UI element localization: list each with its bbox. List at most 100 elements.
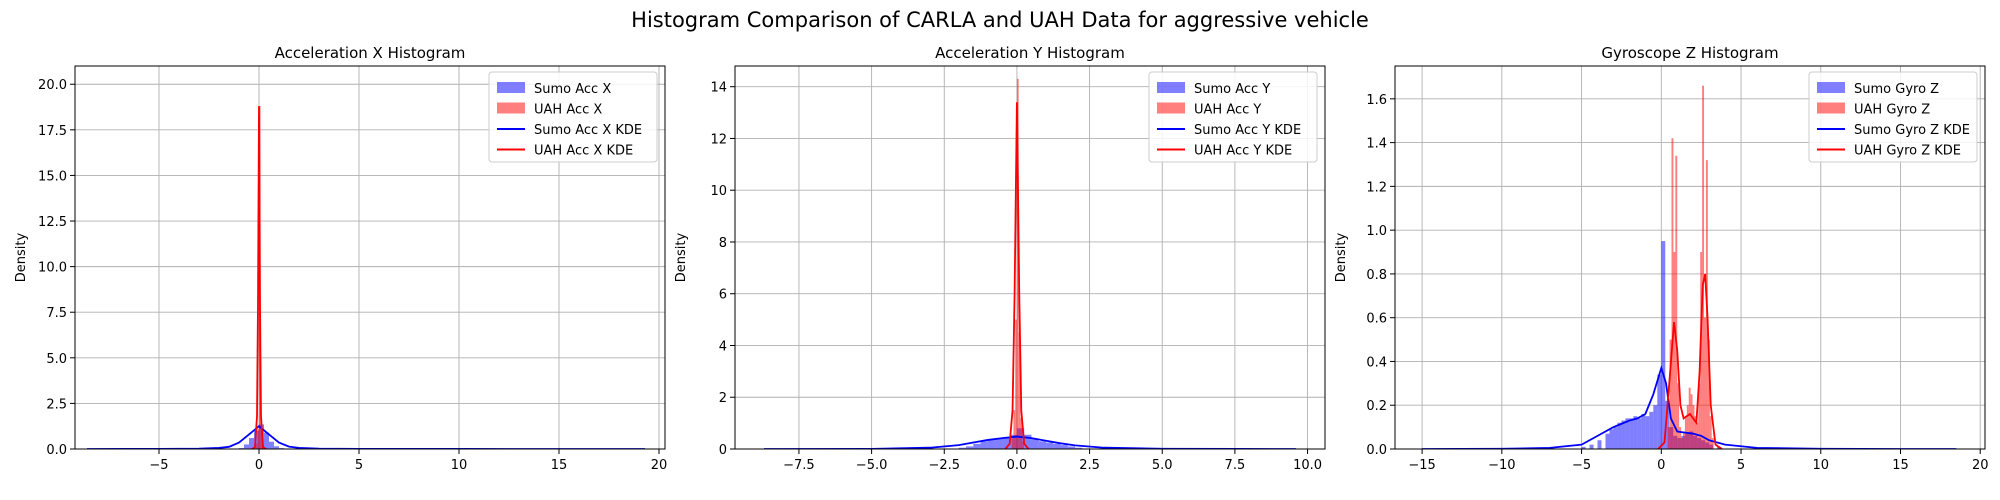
hist-bar	[1013, 410, 1016, 449]
legend-label: Sumo Acc Y	[1194, 82, 1270, 97]
hist-bar	[1011, 438, 1014, 449]
hist-bar	[260, 427, 263, 449]
y-tick-label: 1.6	[1366, 93, 1387, 108]
x-tick-label: 5	[1737, 458, 1745, 473]
y-tick-label: 5.0	[46, 352, 67, 367]
hist-bar	[1633, 416, 1638, 449]
hist-bar	[254, 430, 259, 449]
x-tick-label: 10	[451, 458, 468, 473]
y-tick-label: 0.0	[1366, 443, 1387, 458]
legend-label: UAH Acc Y	[1194, 103, 1261, 118]
x-tick-label: 15	[551, 458, 568, 473]
kde-line	[1004, 102, 1030, 449]
hist-bar	[1022, 441, 1024, 449]
charts-container: −5 0 5 10 15 200.02.55.07.510.012.515.017.520…	[14, 44, 1988, 473]
hist-bar	[1038, 441, 1046, 449]
x-tick-label: −10	[1488, 458, 1515, 473]
y-tick-label: 2	[719, 391, 727, 406]
chart-panel-3: −15 −10 −5 0 5 10 15 20 0.0 0.2 0.4 0.6 0.8 1.0 1.2 1.4…	[1334, 44, 1988, 473]
x-tick-label: 2.5	[1079, 458, 1100, 473]
x-tick-label: 5	[355, 458, 363, 473]
hist-series	[1581, 241, 1722, 449]
y-axis-label: Density	[14, 232, 29, 282]
hist-bar	[249, 438, 254, 449]
hist-bar	[1665, 400, 1670, 449]
hist-bar	[1669, 339, 1672, 449]
hist-bar	[1018, 332, 1021, 449]
hist-bar	[1016, 78, 1019, 449]
hist-bar	[1581, 446, 1586, 449]
hist-bar	[966, 446, 974, 449]
x-tick-label: −5	[1572, 458, 1591, 473]
legend-label: UAH Acc Y KDE	[1194, 144, 1292, 159]
x-tick-label: 0	[1657, 458, 1665, 473]
y-tick-label: 14	[710, 81, 727, 96]
axes-frame	[74, 65, 666, 450]
chart-panel-2: −7.5 −5.0 −2.5 0.0 2.5 5.0 7.5 10.0 0 2 4 6 8 10 12 14 A…	[674, 44, 1326, 473]
y-tick-label: 0.2	[1366, 399, 1387, 414]
hist-bar	[1625, 418, 1630, 449]
y-tick-label: 7.5	[46, 306, 67, 321]
hist-bar	[1675, 155, 1678, 449]
y-tick-label: 0.4	[1366, 355, 1387, 370]
y-tick-label: 12.5	[38, 215, 67, 230]
y-tick-label: 0	[719, 443, 727, 458]
hist-bar	[958, 447, 967, 449]
legend-label: Sumo Acc X	[534, 82, 611, 97]
kde-line	[1422, 364, 1957, 449]
legend: Sumo Gyro Z UAH Gyro Z Sumo Gyro Z KDE UAH …	[1808, 71, 1978, 163]
plot-area	[1422, 85, 1957, 449]
hist-bar	[1641, 413, 1646, 449]
x-tick-label: −15	[1408, 458, 1435, 473]
hist-bar	[274, 446, 279, 449]
legend: Sumo Acc X UAH Acc X Sumo Acc X KDE UAH Acc…	[488, 71, 658, 163]
hist-bar	[269, 441, 274, 449]
hist-series	[1667, 85, 1714, 449]
legend-patch	[1157, 82, 1185, 93]
legend-box	[488, 71, 658, 163]
hist-bar	[1015, 319, 1017, 449]
hist-bar	[1637, 418, 1642, 449]
hist-bar	[1613, 427, 1618, 449]
chart-title: Acceleration Y Histogram	[935, 44, 1125, 62]
plot-area	[764, 78, 1296, 449]
hist-bar	[1609, 429, 1614, 449]
x-tick-label: 7.5	[1225, 458, 1246, 473]
kde-line	[1657, 273, 1723, 449]
hist-bar	[1589, 444, 1594, 449]
hist-bar	[1053, 443, 1061, 449]
hist-bar	[1629, 418, 1634, 449]
hist-bar	[1677, 383, 1680, 449]
x-tick-label: 0	[255, 458, 263, 473]
hist-bar	[1711, 438, 1714, 449]
y-tick-label: 1.2	[1366, 180, 1387, 195]
hist-bar	[995, 438, 1003, 449]
y-tick-label: 1.0	[1366, 224, 1387, 239]
x-tick-label: 20	[1972, 458, 1989, 473]
legend-label: UAH Acc X	[534, 103, 602, 118]
hist-bar	[980, 441, 988, 449]
y-axis-label: Density	[674, 232, 689, 282]
y-tick-label: 1.4	[1366, 137, 1387, 152]
hist-bar	[1002, 437, 1010, 449]
x-tick-label: −7.5	[783, 458, 815, 473]
x-tick-label: −5.0	[856, 458, 888, 473]
y-tick-label: 0.8	[1366, 268, 1387, 283]
legend-patch	[1157, 102, 1185, 114]
chart-title: Acceleration X Histogram	[275, 44, 466, 62]
legend-label: Sumo Acc X KDE	[534, 123, 642, 138]
legend-label: Sumo Gyro Z KDE	[1854, 123, 1970, 138]
y-tick-label: 20.0	[38, 78, 67, 93]
hist-bar	[1657, 374, 1662, 449]
legend: Sumo Acc Y UAH Acc Y Sumo Acc Y KDE UAH Acc…	[1148, 71, 1318, 163]
hist-bar	[1704, 317, 1706, 449]
hist-bar	[1060, 445, 1068, 449]
hist-bar	[1690, 394, 1693, 449]
y-tick-label: 8	[719, 236, 727, 251]
legend-patch	[497, 82, 525, 93]
x-tick-label: 10	[1812, 458, 1829, 473]
y-tick-label: 0.0	[46, 443, 67, 458]
hist-bar	[1605, 433, 1610, 449]
hist-bar	[264, 432, 269, 449]
